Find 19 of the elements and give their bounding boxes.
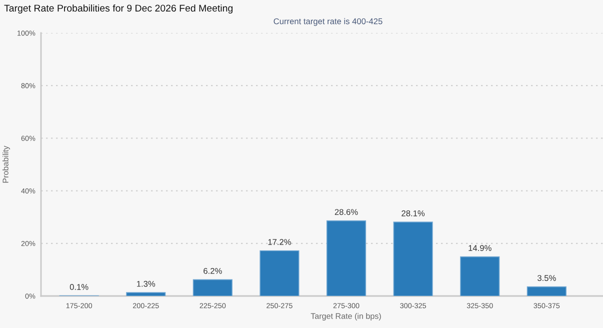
data-label: 3.5% [537, 275, 556, 281]
y-axis-title: Probability [2, 146, 10, 183]
bar [126, 292, 166, 296]
data-label: 17.2% [268, 239, 291, 245]
chart-title: Target Rate Probabilities for 9 Dec 2026 Fed Meeting [4, 4, 233, 14]
data-label: 6.2% [204, 268, 222, 274]
data-label: 1.3% [137, 280, 156, 287]
data-label: 28.6% [334, 209, 358, 215]
bar [460, 256, 500, 296]
bar [393, 222, 433, 296]
data-label: 28.1% [402, 210, 425, 216]
bar [326, 220, 366, 296]
bar [526, 286, 566, 296]
x-axis-title: Target Rate (in bps) [310, 313, 381, 321]
data-label: 0.1% [70, 284, 88, 290]
data-label: 14.9% [468, 245, 492, 251]
bar [192, 279, 232, 296]
bar [260, 250, 300, 296]
chart-subtitle: Current target rate is 400-425 [274, 18, 382, 26]
